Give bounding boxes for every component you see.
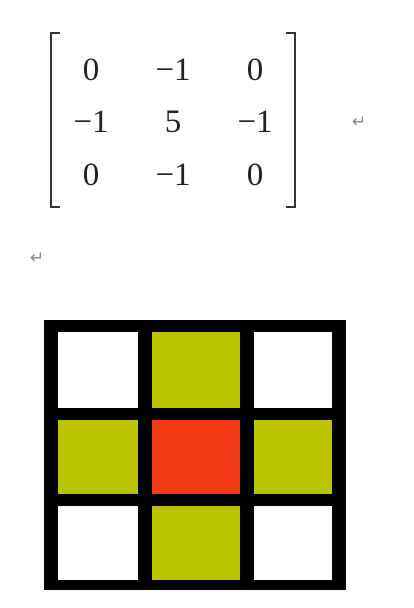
matrix-right-bracket [286,32,296,208]
matrix-cell: −1 [155,157,191,193]
matrix-cell: 0 [246,52,264,88]
matrix-cell: −1 [237,104,273,140]
matrix-left-bracket [50,32,60,208]
paragraph-mark-icon: ↵ [352,112,367,132]
kernel-cell-neighbor [152,332,240,408]
kernel-grid [44,320,346,590]
kernel-cell-neighbor [254,420,332,494]
kernel-cell-neighbor [152,506,240,580]
matrix-cell: 0 [82,157,100,193]
matrix-cell: −1 [155,52,191,88]
convolution-kernel-matrix: 0 −1 0 −1 5 −1 0 −1 0 [50,32,296,210]
kernel-cell-neighbor [58,420,138,494]
kernel-cell-empty [58,506,138,580]
kernel-cell-empty [58,332,138,408]
matrix-cell: 0 [82,52,100,88]
paragraph-mark-icon: ↵ [30,248,45,268]
kernel-cell-empty [254,332,332,408]
matrix-cell: −1 [73,104,109,140]
kernel-cell-center [152,420,240,494]
matrix-cell: 0 [246,157,264,193]
kernel-cell-empty [254,506,332,580]
matrix-cell: 5 [164,104,182,140]
